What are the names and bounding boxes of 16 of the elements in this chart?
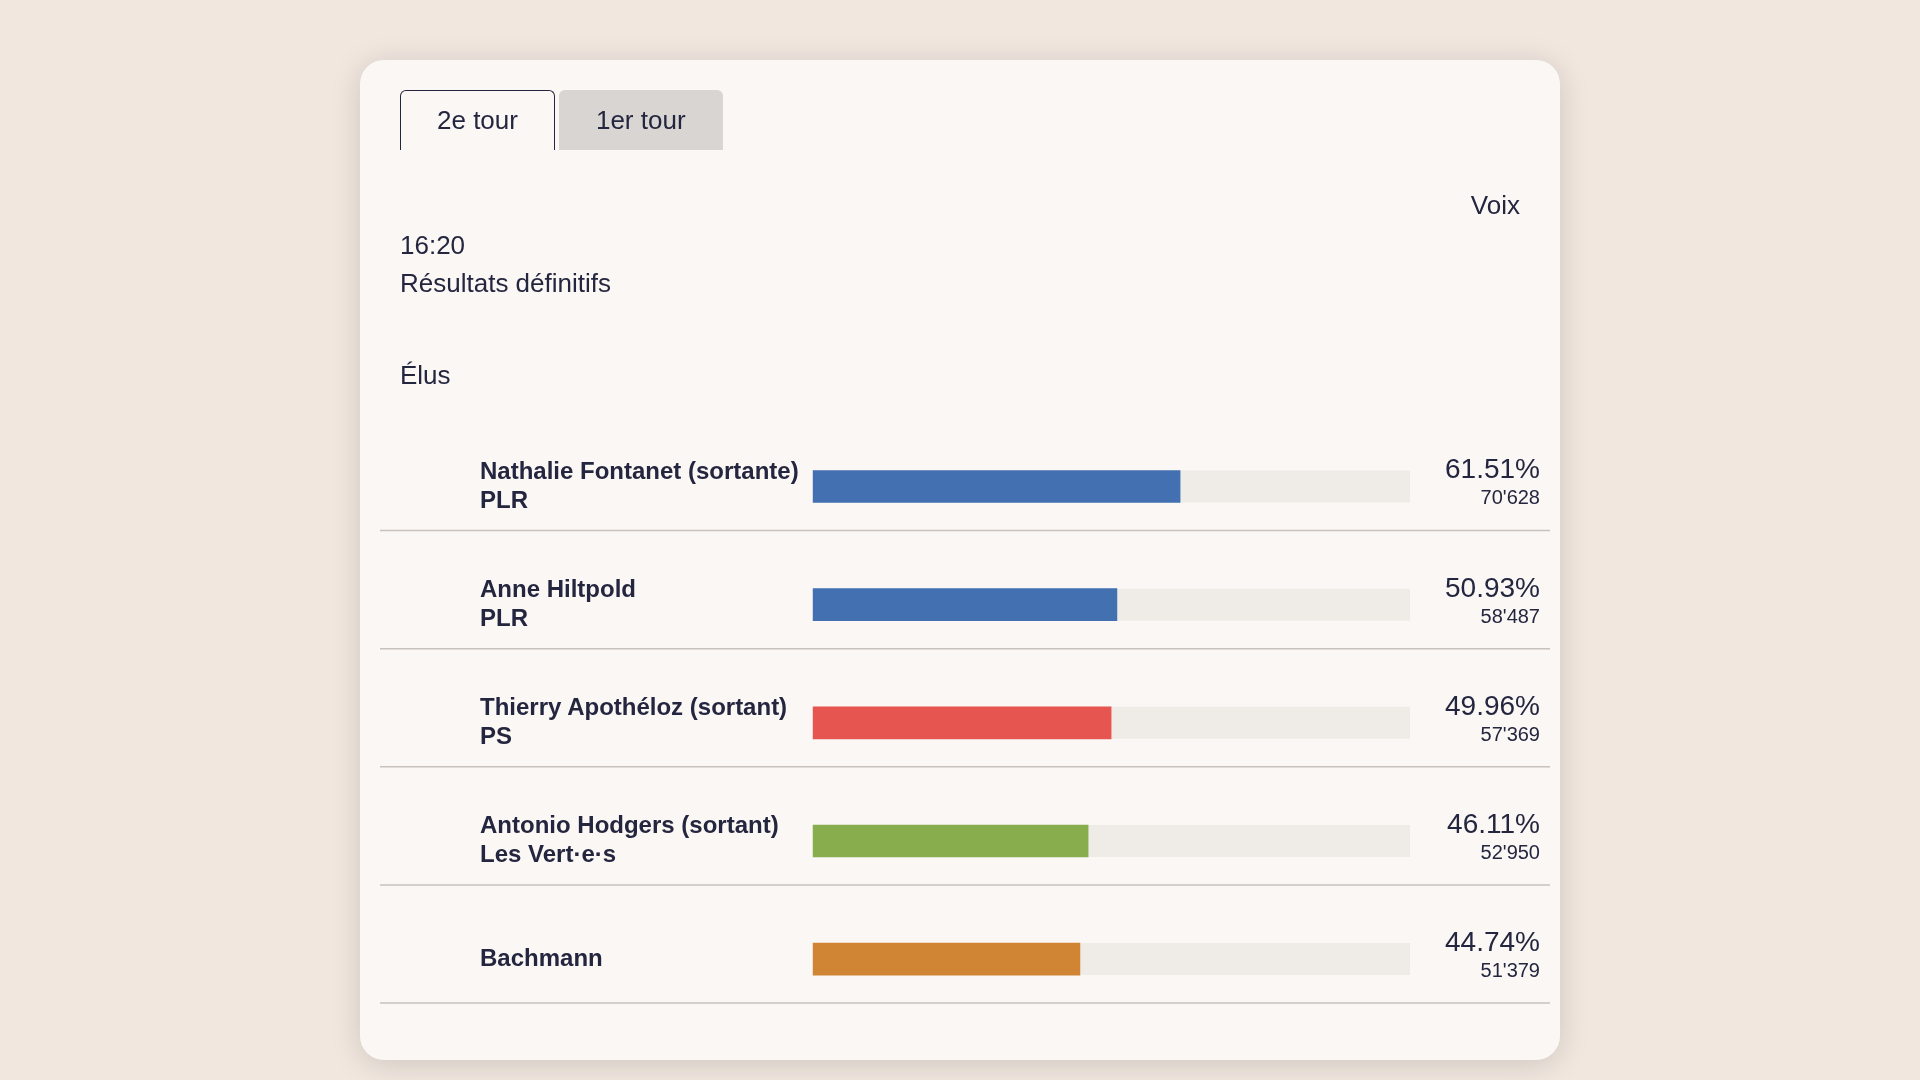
data-label: 46.11% 52'950: [1447, 807, 1540, 863]
y-tick-label: Antonio Hodgers (sortant) Les Vert·e·s: [480, 811, 779, 867]
y-tick-label: Bachmann: [480, 943, 603, 971]
y-tick-label: Nathalie Fontanet (sortante) PLR: [480, 456, 799, 513]
y-tick-label: Anne Hiltpold PLR: [480, 574, 636, 631]
data-label: 61.51% 70'628: [1445, 453, 1540, 509]
text: Élus: [400, 360, 451, 391]
data-label: 50.93% 58'487: [1445, 571, 1540, 627]
text: Résultats définitifs: [400, 268, 611, 299]
text: Voix: [1470, 190, 1520, 221]
text: 16:20: [400, 230, 466, 261]
text: 2e tour: [400, 90, 555, 150]
y-tick-label: Thierry Apothéloz (sortant) PS: [480, 693, 788, 749]
data-label: 49.96% 57'369: [1445, 689, 1540, 745]
data-label: 44.74% 51'379: [1445, 926, 1540, 982]
text: 1er tour: [558, 90, 723, 150]
